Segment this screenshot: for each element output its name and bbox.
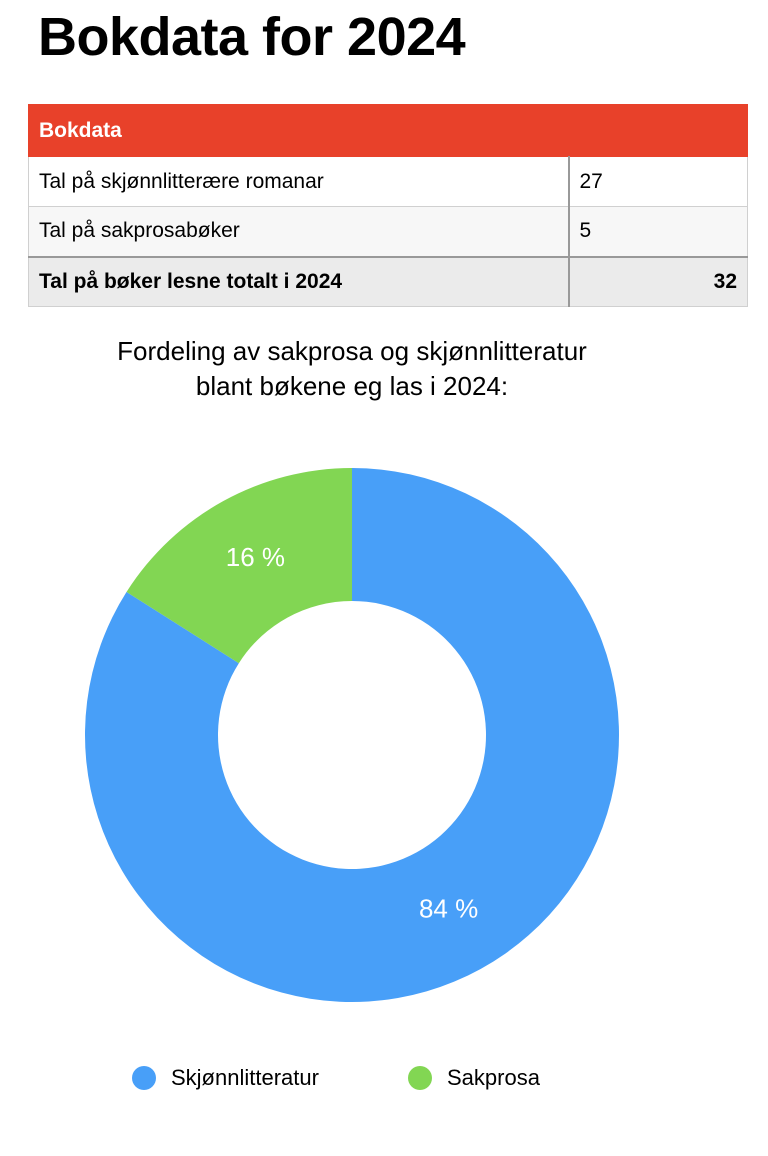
legend-swatch [132,1066,156,1090]
total-value: 32 [568,255,748,307]
total-row: Tal på bøker lesne totalt i 2024 32 [28,255,748,307]
donut-slice [84,468,620,1002]
header-cell: Bokdata [28,104,748,157]
table-row: Tal på sakprosabøker 5 [28,206,748,257]
page-title: Bokdata for 2024 [38,7,466,67]
chart-title: Fordeling av sakprosa og skjønnlitteratu… [117,336,587,401]
data-table: Bokdata Tal på skjønnlitterære romanar 27… [28,104,748,307]
table-header: Bokdata [28,104,748,157]
row-label: Tal på skjønnlitterære romanar [28,156,570,207]
slice-label: 84 % [419,894,478,924]
legend-swatch [408,1066,432,1090]
table-row: Tal på skjønnlitterære romanar 27 [28,156,748,207]
legend-label: Sakprosa [447,1065,541,1090]
slice-label: 16 % [226,542,285,572]
row-value: 27 [568,156,748,207]
row-label: Tal på sakprosabøker [28,206,570,257]
row-value: 5 [568,206,748,257]
total-label: Tal på bøker lesne totalt i 2024 [28,255,570,307]
donut-slice [126,468,352,664]
legend-label: Skjønnlitteratur [171,1065,319,1090]
